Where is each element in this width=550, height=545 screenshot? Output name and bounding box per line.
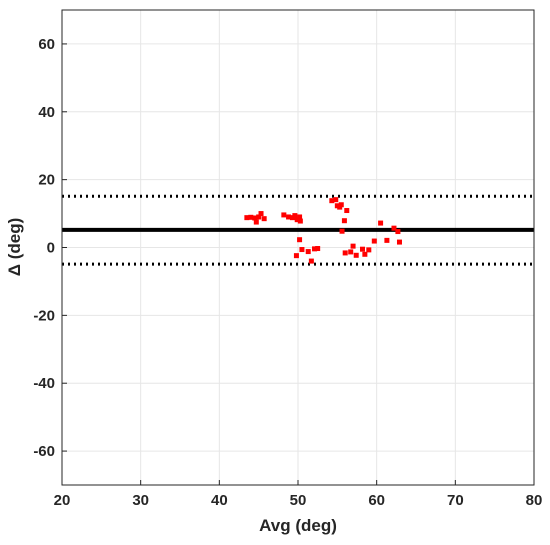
data-point xyxy=(297,214,303,220)
grid xyxy=(62,10,534,485)
data-points xyxy=(244,197,402,264)
x-tick-label: 30 xyxy=(132,492,149,509)
data-point xyxy=(384,237,390,243)
data-point xyxy=(286,214,292,220)
y-tick-label: 0 xyxy=(47,240,55,257)
data-point xyxy=(371,238,377,244)
x-tick-label: 20 xyxy=(54,492,71,509)
data-point xyxy=(261,216,267,222)
data-point xyxy=(395,229,401,235)
data-point xyxy=(350,243,356,249)
y-tick-label: 20 xyxy=(38,172,55,189)
data-point xyxy=(244,215,250,221)
data-point xyxy=(353,252,359,258)
x-tick-label: 50 xyxy=(290,492,307,509)
data-point xyxy=(341,218,347,224)
data-point xyxy=(333,197,339,203)
data-point xyxy=(256,214,262,220)
data-point xyxy=(344,208,350,214)
data-point xyxy=(253,219,259,225)
data-point xyxy=(292,213,298,219)
data-point xyxy=(362,251,368,257)
data-point xyxy=(342,250,348,256)
data-point xyxy=(308,258,314,264)
x-tick-label: 80 xyxy=(526,492,543,509)
y-tick-label: -20 xyxy=(33,307,55,324)
y-tick-label: -40 xyxy=(33,375,55,392)
x-tick-label: 60 xyxy=(368,492,385,509)
x-axis-title: Avg (deg) xyxy=(259,516,337,535)
data-point xyxy=(329,198,335,204)
reference-lines xyxy=(62,194,534,266)
data-point xyxy=(281,212,287,218)
data-point xyxy=(258,211,264,217)
y-tick-label: 60 xyxy=(38,36,55,53)
y-tick-label: -60 xyxy=(33,443,55,460)
data-point xyxy=(366,247,372,253)
data-point xyxy=(338,202,344,208)
data-point xyxy=(293,253,299,259)
data-point xyxy=(297,218,303,224)
x-axis-ticks: 20 30 40 50 60 70 80 xyxy=(54,480,543,509)
data-point xyxy=(252,215,258,221)
data-point xyxy=(378,220,384,226)
data-point xyxy=(348,249,354,255)
data-point xyxy=(305,249,311,255)
x-tick-label: 40 xyxy=(211,492,228,509)
data-point xyxy=(312,246,318,252)
y-axis-ticks: -60 -40 -20 0 20 40 60 xyxy=(33,36,67,460)
y-tick-label: 40 xyxy=(38,104,55,121)
y-axis-title: Δ (deg) xyxy=(5,218,24,277)
data-point xyxy=(339,228,345,234)
data-point xyxy=(294,217,300,223)
data-point xyxy=(315,246,321,252)
data-point xyxy=(391,225,397,231)
x-tick-label: 70 xyxy=(447,492,464,509)
data-point xyxy=(396,239,402,245)
data-point xyxy=(248,214,254,220)
data-point xyxy=(360,246,366,252)
data-point xyxy=(297,237,303,243)
data-point xyxy=(299,247,305,253)
